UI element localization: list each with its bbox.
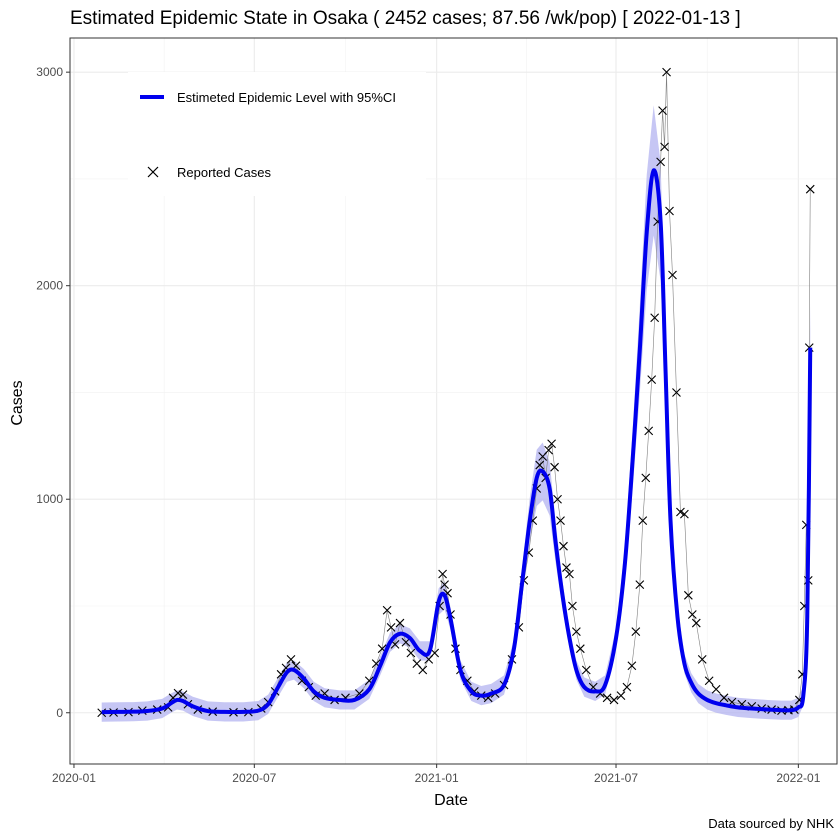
y-axis-title: Cases <box>9 380 26 425</box>
reported-case-point <box>535 460 545 470</box>
reported-case-point <box>440 580 449 590</box>
reported-case-point <box>565 569 574 579</box>
reported-case-point <box>631 627 641 637</box>
reported-case-point <box>687 610 697 619</box>
reported-case-point <box>571 627 581 637</box>
reported-case-point <box>691 618 701 628</box>
reported-case-point <box>547 439 556 449</box>
reported-case-point <box>641 473 651 483</box>
y-tick-label: 2000 <box>36 279 63 293</box>
reported-case-point <box>568 601 577 611</box>
reported-case-point <box>418 665 428 675</box>
reported-case-point <box>719 693 729 703</box>
epidemic-level-line <box>101 168 813 715</box>
reported-case-point <box>556 516 565 525</box>
reported-case-point <box>668 270 677 280</box>
reported-case-point <box>173 688 183 698</box>
reported-case-point <box>559 541 568 551</box>
reported-case-point <box>656 157 665 167</box>
x-tick-label: 2020-07 <box>232 771 276 785</box>
axis-ticks: 2020-01 2020-07 2021-01 2021-07 2022-01 0 1000… <box>36 65 820 785</box>
reported-case-point <box>638 516 648 525</box>
reported-case-point <box>697 654 707 664</box>
chart-title: Estimated Epidemic State in Osaka ( 2452… <box>70 8 741 29</box>
y-tick-label: 0 <box>56 706 63 720</box>
reported-case-point <box>683 590 693 600</box>
reported-case-point <box>178 690 188 699</box>
legend-background <box>128 72 426 196</box>
reported-case-point <box>438 569 447 579</box>
reported-case-point <box>602 693 612 703</box>
x-axis-title: Date <box>434 792 468 809</box>
x-tick-label: 2021-01 <box>415 771 459 785</box>
legend: Estimeted Epidemic Level with 95%CI Repo… <box>128 72 426 196</box>
reported-case-point <box>662 67 671 77</box>
x-tick-label: 2021-07 <box>594 771 638 785</box>
reported-case-point <box>635 580 645 590</box>
reported-case-point <box>395 618 405 628</box>
reported-case-point <box>581 665 591 675</box>
reported-case-point <box>805 184 815 194</box>
y-tick-label: 1000 <box>36 492 63 506</box>
reported-case-point <box>627 661 637 671</box>
reported-case-point <box>622 682 632 692</box>
reported-case-point <box>386 622 396 632</box>
reported-case-point <box>660 142 669 152</box>
x-tick-label: 2020-01 <box>52 771 96 785</box>
x-tick-label: 2022-01 <box>776 771 820 785</box>
reported-case-point <box>382 605 392 615</box>
reported-case-point <box>406 648 416 658</box>
reported-case-point <box>680 509 689 519</box>
reported-case-point <box>672 388 681 397</box>
reported-case-point <box>544 445 554 455</box>
reported-case-point <box>647 375 657 385</box>
y-tick-label: 3000 <box>36 65 63 79</box>
reported-case-point <box>711 684 721 694</box>
reported-case-point <box>650 313 660 323</box>
reported-case-point <box>665 206 674 216</box>
reported-case-point <box>658 106 667 115</box>
epidemic-level-line-path <box>101 168 813 715</box>
reported-case-point <box>575 644 585 654</box>
reported-case-point <box>644 426 654 436</box>
reported-case-point <box>704 676 714 686</box>
reported-case-point <box>550 462 559 472</box>
reported-case-point <box>286 654 296 664</box>
legend-label-reported: Reported Cases <box>177 165 271 180</box>
reported-case-point <box>609 695 619 705</box>
plot-panel-border <box>69 37 838 765</box>
legend-key-x-marker <box>147 166 159 178</box>
reported-case-point <box>553 494 562 504</box>
reported-case-point <box>401 637 411 647</box>
reported-case-point <box>562 563 571 572</box>
reported-case-point <box>616 691 626 701</box>
reported-case-point <box>430 648 440 658</box>
legend-label-estimated: Estimeted Epidemic Level with 95%CI <box>177 90 396 105</box>
caption: Data sourced by NHK <box>708 816 834 831</box>
